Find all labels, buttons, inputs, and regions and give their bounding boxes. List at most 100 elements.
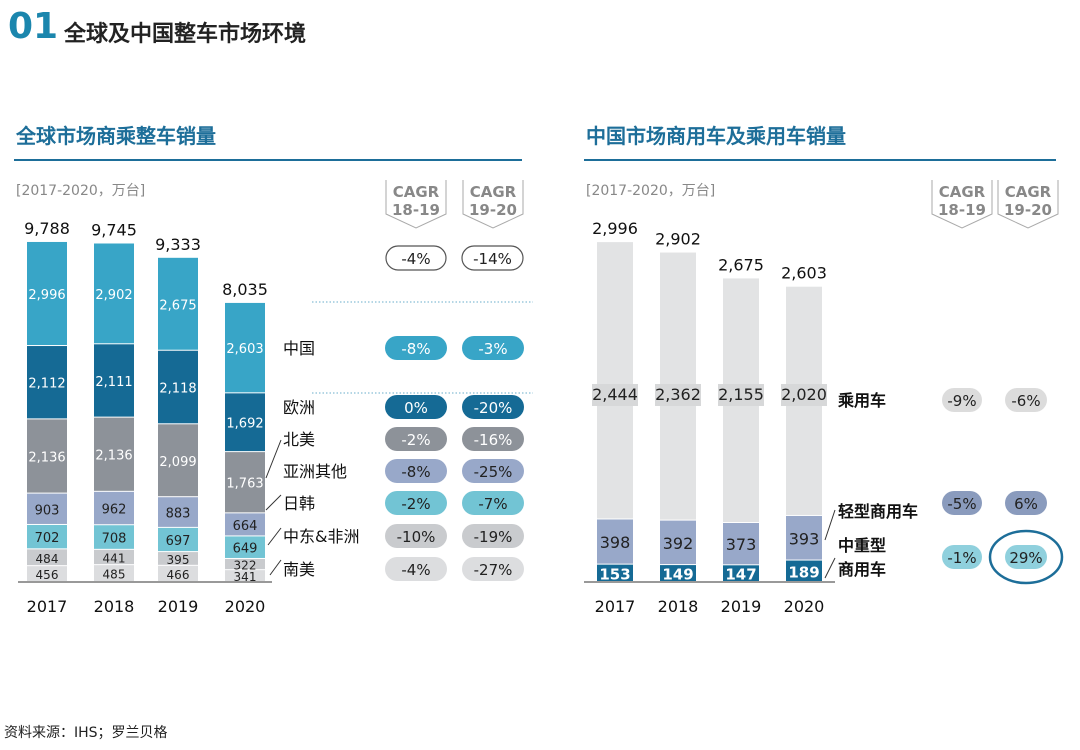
cagr-total-pill-label: -4% xyxy=(401,250,430,268)
cagr-pill-label: -3% xyxy=(478,340,507,358)
x-tick-label: 2019 xyxy=(721,597,762,616)
legend-label: 亚洲其他 xyxy=(283,462,347,481)
segment-label: 393 xyxy=(789,529,820,548)
cagr-pill-label: -10% xyxy=(397,528,436,546)
left-title-rule xyxy=(14,159,522,161)
cagr-header-18-19-bracket xyxy=(931,180,993,229)
cagr-header-18-19-text: 18-19 xyxy=(392,201,440,219)
cagr-pill-label: -8% xyxy=(401,463,430,481)
bar-segment xyxy=(27,346,67,419)
x-tick-label: 2020 xyxy=(784,597,825,616)
bar-segment xyxy=(158,350,198,424)
segment-label: 322 xyxy=(234,559,257,573)
cagr-pill-label: -2% xyxy=(401,495,430,513)
segment-label: 147 xyxy=(725,566,756,584)
cagr-pill-label: -27% xyxy=(474,561,513,579)
segment-label: 395 xyxy=(167,553,190,567)
segment-label: 2,603 xyxy=(226,342,263,357)
legend-label: 欧洲 xyxy=(283,398,315,417)
bar-segment xyxy=(158,257,198,350)
bar-segment xyxy=(225,536,265,558)
segment-label: 149 xyxy=(662,566,693,584)
segment-label-bg xyxy=(718,384,764,406)
bar-segment xyxy=(94,565,134,581)
bar-segment xyxy=(786,515,822,560)
segment-label: 697 xyxy=(166,534,191,549)
cagr-pill xyxy=(385,395,447,419)
cagr-header-18-19-bracket xyxy=(385,180,447,229)
cagr-header-18-19-text: CAGR xyxy=(939,183,986,201)
legend-label: 中国 xyxy=(283,339,315,358)
cagr-header-19-20-text: 19-20 xyxy=(469,201,517,219)
segment-label: 153 xyxy=(599,565,630,583)
total-label: 8,035 xyxy=(222,280,268,299)
bar-segment xyxy=(27,549,67,566)
cagr-pill-label: -4% xyxy=(401,561,430,579)
segment-label: 2,111 xyxy=(95,375,132,390)
cagr-pill xyxy=(385,557,447,581)
legend-label: 轻型商用车 xyxy=(838,502,918,521)
bar-segment xyxy=(94,491,134,525)
cagr-header-19-20-text: 19-20 xyxy=(1004,201,1052,219)
segment-label: 373 xyxy=(726,535,757,554)
total-label: 2,603 xyxy=(781,264,827,283)
cagr-header-18-19-text: CAGR xyxy=(393,183,440,201)
cagr-pill xyxy=(942,388,982,412)
bar-segment xyxy=(225,452,265,513)
left-unit-label: [2017-2020，万台] xyxy=(16,183,146,199)
total-label: 9,745 xyxy=(91,220,137,239)
cagr-pill-label: -6% xyxy=(1011,392,1040,410)
segment-label: 883 xyxy=(166,507,191,522)
leader-line xyxy=(265,439,282,479)
segment-label: 2,136 xyxy=(28,450,65,465)
segment-label: 392 xyxy=(663,534,694,553)
bar-segment xyxy=(225,558,265,570)
total-label: 2,902 xyxy=(655,230,701,249)
cagr-pill xyxy=(462,459,524,483)
bar-segment xyxy=(597,242,633,519)
bar-segment xyxy=(786,560,822,581)
segment-label: 649 xyxy=(233,542,258,557)
bar-segment xyxy=(225,570,265,581)
right-title-rule xyxy=(584,159,1056,161)
cagr-pill xyxy=(942,491,982,515)
highlight-circle xyxy=(988,529,1064,585)
legend-label: 乘用车 xyxy=(837,391,886,410)
segment-label: 2,362 xyxy=(655,385,701,404)
total-label: 2,996 xyxy=(592,219,638,238)
right-chart-title: 中国市场商用车及乘用车销量 xyxy=(586,124,846,148)
cagr-pill-label: -16% xyxy=(474,431,513,449)
bar-segment xyxy=(94,525,134,549)
segment-label: 1,763 xyxy=(226,477,263,492)
segment-label: 2,136 xyxy=(95,449,132,464)
bar-segment xyxy=(94,344,134,417)
segment-label: 2,996 xyxy=(28,288,65,303)
segment-label: 485 xyxy=(103,568,126,582)
cagr-pill xyxy=(462,427,524,451)
bar-segment xyxy=(158,424,198,497)
legend-label: 中重型 xyxy=(838,536,886,555)
cagr-pill xyxy=(1005,545,1047,569)
total-label: 2,675 xyxy=(718,255,764,274)
source-note: 资料来源：IHS；罗兰贝格 xyxy=(4,725,168,741)
segment-label: 466 xyxy=(167,568,190,582)
leader-line xyxy=(265,494,282,511)
cagr-pill xyxy=(462,524,524,548)
bar-segment xyxy=(94,243,134,344)
bar-segment xyxy=(225,302,265,393)
bar-segment xyxy=(723,565,759,581)
bar-segment xyxy=(660,520,696,565)
segment-label-bg xyxy=(592,384,638,406)
leader-line xyxy=(824,509,836,541)
cagr-pill-label: -19% xyxy=(474,528,513,546)
cagr-pill xyxy=(385,491,447,515)
cagr-pill-label: -5% xyxy=(947,495,976,513)
cagr-pill xyxy=(1005,388,1047,412)
bar-segment xyxy=(27,493,67,524)
cagr-pill xyxy=(385,336,447,360)
segment-label: 441 xyxy=(103,551,126,565)
legend-label: 北美 xyxy=(283,430,315,449)
segment-label: 484 xyxy=(36,552,59,566)
